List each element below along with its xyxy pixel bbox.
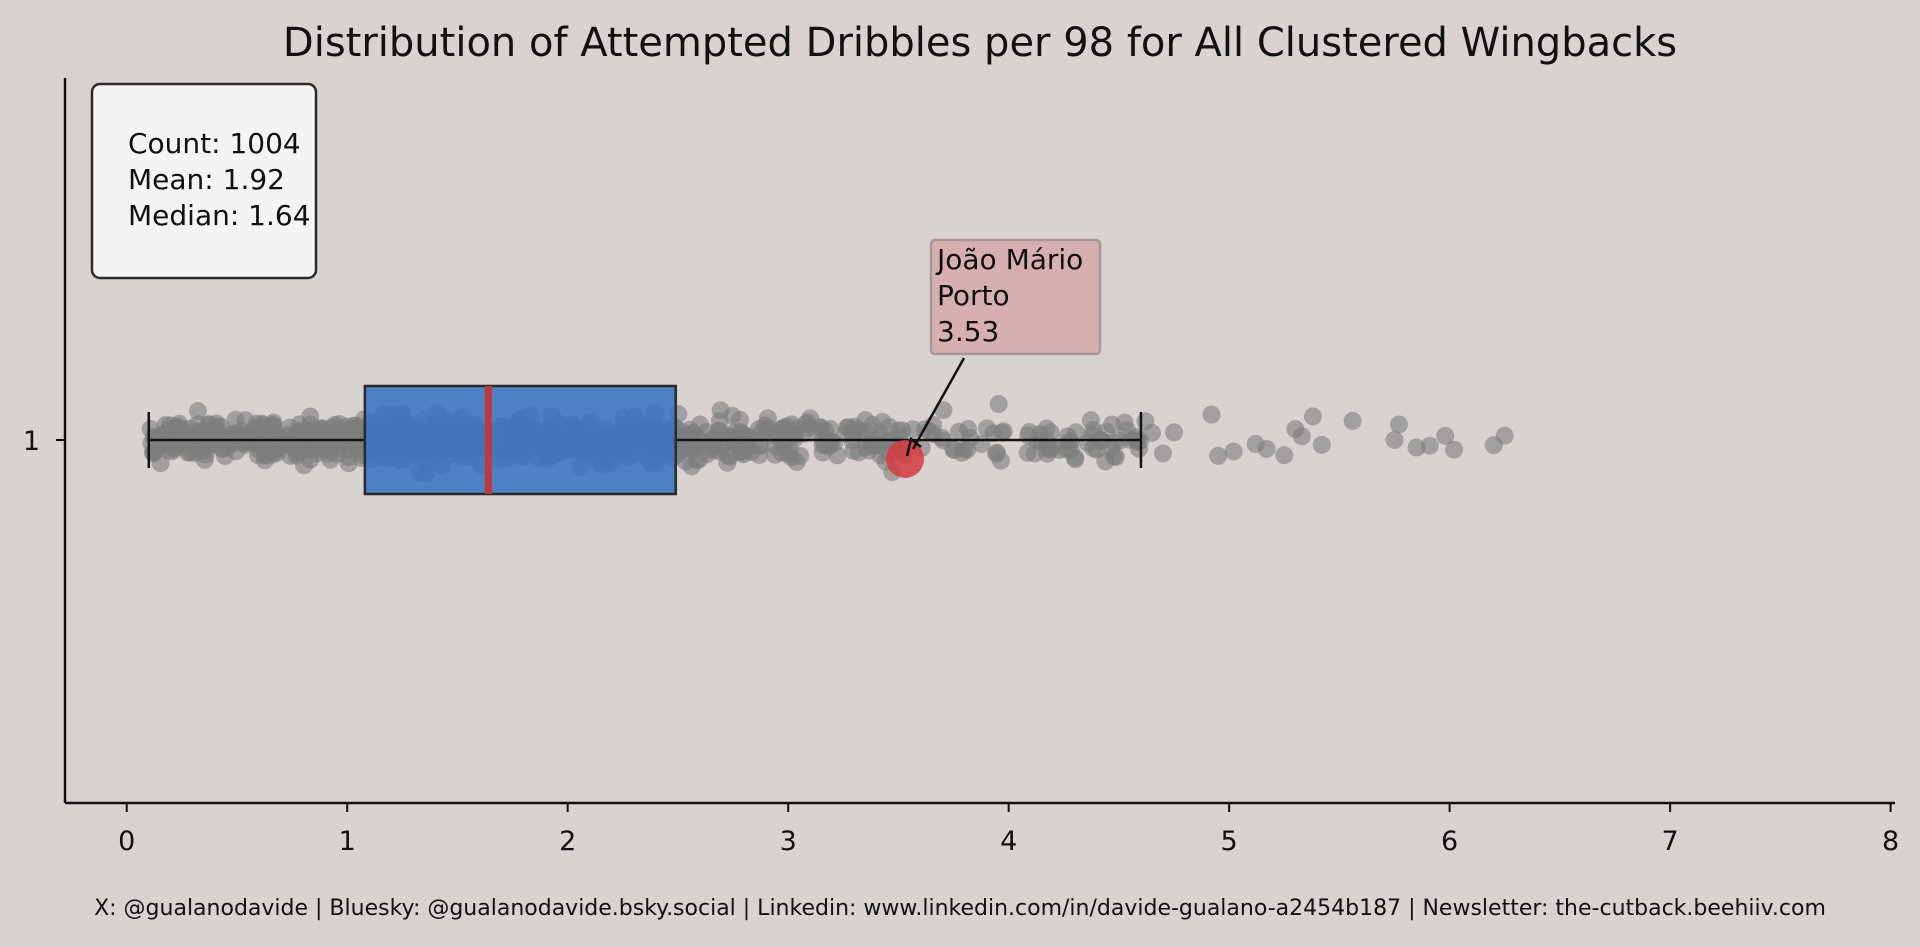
strip-point (1020, 422, 1039, 441)
x-tick-label: 6 (1441, 826, 1458, 857)
strip-point (325, 429, 344, 448)
x-tick-label: 3 (780, 826, 797, 857)
strip-point (977, 419, 996, 438)
strip-point (991, 451, 1010, 470)
strip-point (188, 428, 207, 447)
stats-box-frame (90, 82, 318, 280)
strip-point (849, 443, 868, 462)
strip-point (1389, 415, 1408, 434)
strip-point (1257, 439, 1276, 458)
strip-point (1495, 426, 1514, 445)
strip-point (1224, 442, 1243, 461)
strip-point (252, 414, 271, 433)
strip-point (1445, 440, 1464, 459)
stats-median: Median: 1.64 (128, 199, 311, 232)
strip-point (318, 444, 337, 463)
strip-point (972, 435, 991, 454)
y-tick-label: 1 (23, 426, 40, 457)
strip-point (1142, 423, 1161, 442)
annotation-frame (929, 238, 1102, 356)
strip-point (1060, 433, 1079, 452)
annotation-box: João Mário Porto 3.53 (929, 238, 1102, 356)
annotation-player: João Mário (935, 243, 1083, 276)
footer-credits: X: @gualanodavide | Bluesky: @gualanodav… (94, 896, 1826, 921)
annotation-value: 3.53 (937, 315, 999, 348)
strip-point (676, 438, 695, 457)
annotation-arrow-line (911, 357, 966, 450)
strip-point (737, 439, 756, 458)
strip-point (697, 445, 716, 464)
strip-point (822, 432, 841, 451)
strip-point (791, 446, 810, 465)
strip-point (263, 445, 282, 464)
x-tick-label: 0 (118, 826, 135, 857)
strip-point (188, 402, 207, 421)
strip-point (188, 415, 207, 434)
annotation-arrow-head (905, 436, 922, 457)
strip-point (989, 395, 1008, 413)
strip-point (1078, 433, 1097, 452)
strip-point (141, 419, 160, 438)
strip-point (1292, 427, 1311, 446)
strip-point (796, 415, 815, 434)
strip-point (165, 438, 184, 457)
strip-point (1407, 438, 1426, 457)
x-tick-label: 4 (1000, 826, 1017, 857)
strip-point (1209, 446, 1228, 465)
strip-point (1165, 423, 1184, 442)
strip-point (247, 434, 266, 453)
strip-point (812, 419, 831, 438)
strip-point (839, 418, 858, 437)
strip-point (1154, 444, 1172, 463)
x-tick-label: 8 (1882, 826, 1899, 857)
stats-box: Count: 1004 Mean: 1.92 Median: 1.64 (90, 82, 318, 280)
strip-point (1436, 426, 1455, 445)
chart-title: Distribution of Attempted Dribbles per 9… (283, 20, 1677, 66)
strip-point (945, 440, 964, 459)
x-tick-label: 1 (339, 826, 356, 857)
strip-point (1037, 419, 1056, 438)
strip-point (1103, 415, 1122, 434)
boxplot (147, 384, 1143, 496)
annotation-team: Porto (937, 279, 1010, 312)
strip-point (1312, 435, 1331, 454)
highlight-group (886, 357, 966, 478)
strip-point (1385, 430, 1404, 449)
strip-point (924, 424, 943, 443)
strip-point (1275, 446, 1294, 465)
strip-point (1343, 411, 1362, 430)
strip-point (223, 429, 242, 448)
stats-mean: Mean: 1.92 (128, 163, 285, 196)
strip-point (1420, 436, 1439, 455)
stats-count: Count: 1004 (128, 127, 301, 160)
strip-point (934, 401, 953, 420)
strip-point (828, 446, 847, 465)
strip-point (718, 446, 737, 465)
strip-point (1025, 444, 1044, 463)
highlight-point (886, 440, 925, 478)
strip-point (758, 409, 777, 428)
x-tick-label: 2 (559, 826, 576, 857)
x-tick-label: 5 (1221, 826, 1238, 857)
strip-point (1303, 407, 1322, 426)
axes: 0 1 2 3 4 5 6 7 8 1 (23, 78, 1899, 857)
box-iqr (363, 384, 677, 496)
strip-point (779, 423, 798, 442)
x-tick-label: 7 (1662, 826, 1679, 857)
strip-point (151, 434, 170, 453)
strip-point (1202, 405, 1221, 424)
strip-point (893, 421, 912, 440)
strip-point (764, 426, 783, 445)
strip-point (290, 415, 309, 434)
strip-point (857, 423, 876, 442)
strip-point (710, 421, 729, 440)
